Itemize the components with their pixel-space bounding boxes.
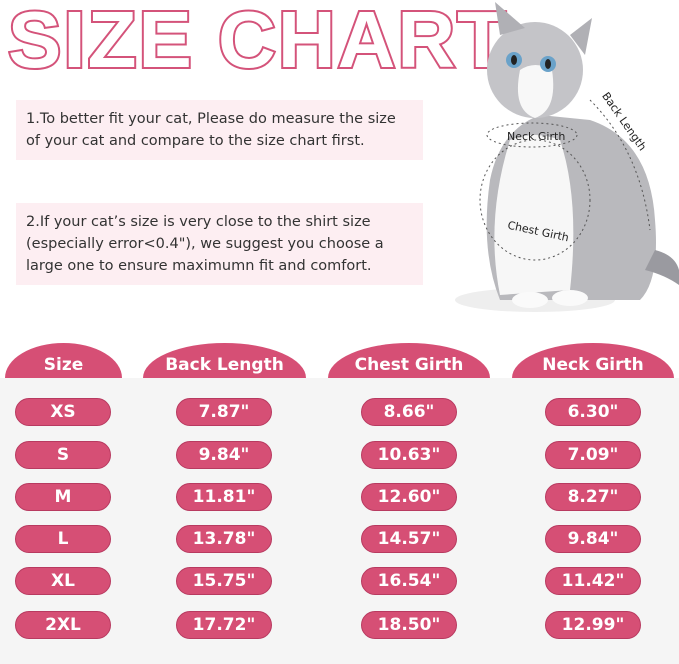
note-1: 1.To better fit your cat, Please do meas… [16,100,423,160]
size-cell: S [15,441,111,469]
back-length-cell: 7.87" [176,398,272,426]
note-2: 2.If your cat’s size is very close to th… [16,203,423,285]
header-size: Size [5,343,122,378]
back-length-cell: 13.78" [176,525,272,553]
back-length-cell: 17.72" [176,611,272,639]
page-title: SIZE CHART [6,0,508,86]
neck-girth-cell: 8.27" [545,483,641,511]
header-back-length: Back Length [143,343,306,378]
chest-girth-cell: 16.54" [361,567,457,595]
size-cell: XL [15,567,111,595]
chest-girth-cell: 12.60" [361,483,457,511]
neck-girth-cell: 6.30" [545,398,641,426]
chest-girth-cell: 18.50" [361,611,457,639]
chest-girth-cell: 10.63" [361,441,457,469]
neck-girth-cell: 11.42" [545,567,641,595]
neck-girth-cell: 12.99" [545,611,641,639]
header-chest-girth: Chest Girth [328,343,490,378]
cat-photo [455,2,679,312]
neck-girth-cell: 7.09" [545,441,641,469]
chest-girth-cell: 14.57" [361,525,457,553]
neck-girth-label: Neck Girth [507,130,566,143]
back-length-cell: 9.84" [176,441,272,469]
size-cell: M [15,483,111,511]
header-neck-girth: Neck Girth [512,343,674,378]
size-cell: XS [15,398,111,426]
size-cell: 2XL [15,611,111,639]
neck-girth-cell: 9.84" [545,525,641,553]
back-length-cell: 15.75" [176,567,272,595]
back-length-cell: 11.81" [176,483,272,511]
chest-girth-cell: 8.66" [361,398,457,426]
size-cell: L [15,525,111,553]
